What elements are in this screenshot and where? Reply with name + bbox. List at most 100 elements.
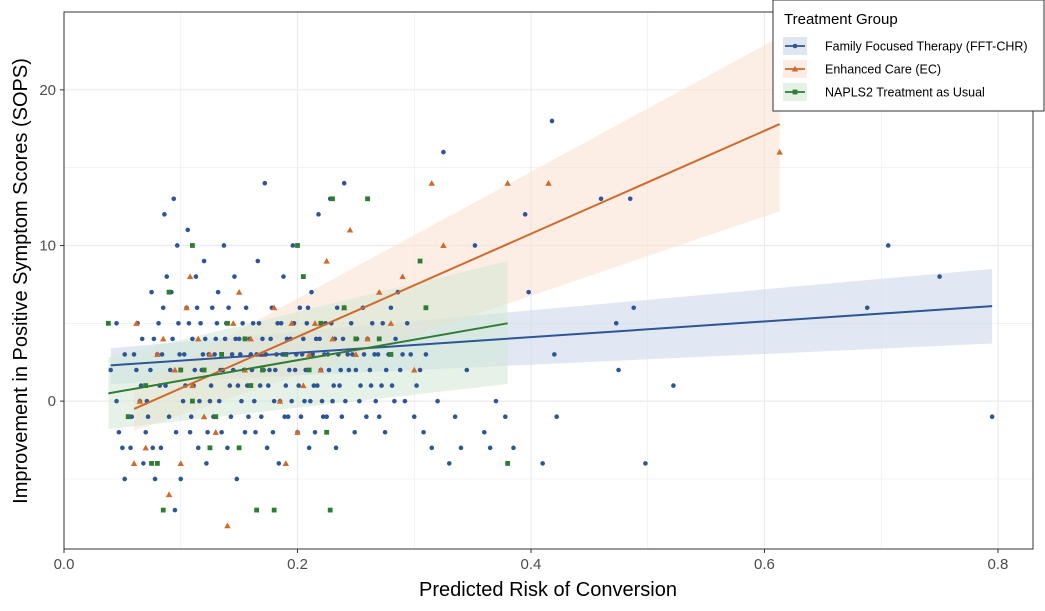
data-point-2 — [388, 352, 394, 357]
data-point-0 — [207, 398, 213, 404]
data-point-0 — [352, 429, 358, 435]
data-point-2 — [376, 336, 382, 342]
data-point-0 — [145, 414, 151, 419]
data-point-0 — [320, 414, 326, 419]
data-point-0 — [131, 352, 137, 357]
data-point-0 — [441, 149, 446, 155]
data-point-0 — [114, 321, 119, 326]
data-point-1 — [776, 148, 783, 155]
fit-lines — [108, 123, 993, 410]
data-point-0 — [348, 321, 354, 326]
data-point-2 — [423, 305, 429, 311]
data-point-0 — [176, 321, 181, 326]
data-point-0 — [302, 398, 307, 404]
data-point-0 — [253, 429, 258, 435]
legend-key-marker — [791, 65, 799, 72]
data-point-1 — [317, 366, 325, 373]
data-point-0 — [313, 336, 319, 342]
data-point-1 — [300, 382, 307, 389]
data-point-0 — [239, 398, 244, 404]
data-point-0 — [338, 367, 343, 373]
data-point-0 — [364, 414, 369, 419]
data-point-0 — [358, 383, 363, 388]
data-point-0 — [180, 398, 186, 404]
data-point-1 — [288, 320, 295, 326]
data-point-0 — [178, 476, 184, 482]
data-point-0 — [242, 429, 248, 435]
data-point-1 — [276, 397, 284, 404]
data-point-1 — [177, 460, 184, 466]
data-point-1 — [346, 226, 354, 233]
data-point-1 — [247, 335, 254, 342]
data-point-2 — [353, 336, 359, 342]
data-point-1 — [133, 320, 140, 326]
data-point-0 — [380, 321, 386, 326]
data-point-1 — [399, 273, 406, 280]
data-point-2 — [178, 367, 184, 373]
data-point-0 — [120, 445, 125, 451]
legend-label: NAPLS2 Treatment as Usual — [825, 86, 985, 100]
data-point-0 — [392, 398, 397, 404]
data-point-0 — [208, 383, 214, 388]
data-point-2 — [190, 398, 195, 404]
data-point-0 — [256, 321, 262, 326]
data-point-0 — [361, 352, 367, 357]
data-point-1 — [440, 242, 447, 249]
data-point-1 — [206, 351, 214, 357]
data-point-1 — [186, 273, 194, 280]
data-point-0 — [316, 212, 321, 217]
data-point-0 — [400, 352, 405, 357]
data-point-0 — [255, 258, 261, 264]
data-point-2 — [219, 352, 225, 357]
data-point-2 — [125, 414, 131, 420]
data-point-0 — [481, 429, 487, 435]
data-point-0 — [257, 383, 263, 388]
data-point-0 — [989, 414, 995, 419]
data-point-0 — [311, 383, 317, 388]
data-point-0 — [156, 321, 161, 326]
data-point-1 — [171, 366, 179, 373]
data-point-0 — [201, 258, 207, 264]
data-point-0 — [429, 445, 435, 451]
legend-item: NAPLS2 Treatment as Usual — [783, 83, 985, 101]
data-point-0 — [373, 398, 379, 404]
data-point-1 — [154, 351, 161, 357]
data-point-2 — [327, 507, 333, 513]
data-point-0 — [290, 243, 296, 248]
data-point-0 — [375, 352, 381, 357]
data-point-0 — [631, 305, 637, 311]
data-point-0 — [304, 321, 310, 326]
data-point-0 — [458, 445, 464, 451]
data-point-0 — [937, 274, 942, 279]
legend-title: Treatment Group — [784, 11, 898, 28]
data-point-0 — [214, 321, 220, 326]
data-point-0 — [285, 414, 291, 419]
data-point-0 — [276, 461, 282, 466]
data-point-2 — [365, 196, 370, 202]
data-point-0 — [346, 367, 352, 373]
data-point-0 — [408, 352, 414, 357]
data-point-2 — [341, 305, 347, 311]
y-tick-label: 10 — [39, 237, 56, 254]
data-point-0 — [204, 461, 209, 466]
data-point-1 — [311, 320, 319, 326]
data-point-1 — [323, 257, 330, 264]
data-point-0 — [324, 414, 329, 419]
x-tick-label: 0.0 — [54, 556, 75, 573]
data-point-1 — [270, 304, 278, 311]
data-point-0 — [193, 274, 199, 279]
plot-border — [63, 11, 1034, 550]
data-point-0 — [330, 398, 335, 404]
data-point-0 — [260, 336, 265, 342]
data-point-2 — [254, 507, 260, 513]
data-point-0 — [275, 321, 280, 326]
data-point-2 — [149, 460, 154, 466]
data-point-0 — [552, 352, 557, 357]
x-axis-title: Predicted Risk of Conversion — [419, 579, 677, 601]
data-point-0 — [173, 429, 179, 435]
data-point-0 — [616, 367, 621, 373]
data-point-0 — [339, 414, 345, 419]
data-point-0 — [194, 305, 200, 311]
data-point-0 — [139, 336, 145, 342]
data-point-2 — [236, 445, 242, 451]
